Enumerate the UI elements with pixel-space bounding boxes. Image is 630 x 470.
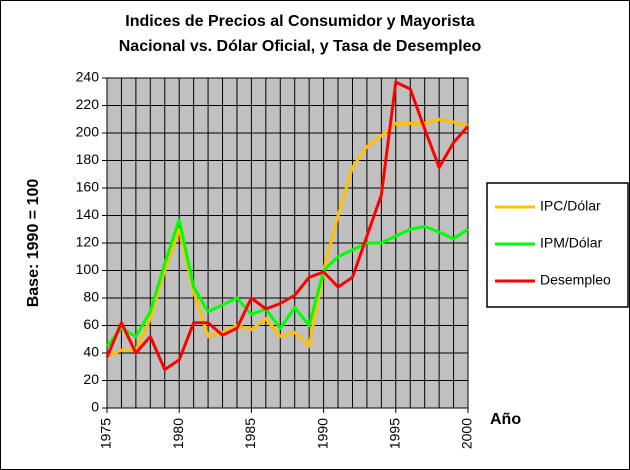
legend-label: IPC/Dólar bbox=[540, 198, 601, 214]
y-tick-label: 200 bbox=[76, 124, 100, 140]
x-tick-label: 2000 bbox=[459, 418, 475, 449]
x-tick-label: 1990 bbox=[314, 418, 330, 449]
y-tick-label: 160 bbox=[76, 179, 100, 195]
legend-label: IPM/Dólar bbox=[540, 235, 603, 251]
y-tick-label: 100 bbox=[76, 261, 100, 277]
y-tick-label: 220 bbox=[76, 96, 100, 112]
x-tick-label: 1995 bbox=[387, 418, 403, 449]
y-tick-label: 180 bbox=[76, 151, 100, 167]
x-tick-label: 1975 bbox=[98, 418, 114, 449]
x-tick-label: 1985 bbox=[242, 418, 258, 449]
chart-title: Nacional vs. Dólar Oficial, y Tasa de De… bbox=[119, 38, 482, 55]
y-tick-label: 0 bbox=[91, 399, 99, 415]
y-tick-label: 140 bbox=[76, 206, 100, 222]
y-tick-label: 80 bbox=[83, 289, 99, 305]
x-axis-title: Año bbox=[490, 411, 521, 428]
y-tick-label: 60 bbox=[83, 316, 99, 332]
line bbox=[106, 117, 469, 358]
y-tick-label: 40 bbox=[83, 344, 99, 360]
chart-title: Indices de Precios al Consumidor y Mayor… bbox=[125, 13, 475, 30]
y-tick-label: 240 bbox=[76, 69, 100, 85]
line bbox=[105, 218, 469, 348]
y-tick-label: 120 bbox=[76, 234, 100, 250]
x-tick-label: 1980 bbox=[170, 418, 186, 449]
y-tick-label: 20 bbox=[83, 371, 99, 387]
legend-label: Desempleo bbox=[540, 272, 611, 288]
plot-border bbox=[106, 77, 469, 409]
line bbox=[105, 80, 470, 371]
y-axis-title: Base: 1990 = 100 bbox=[25, 179, 42, 308]
